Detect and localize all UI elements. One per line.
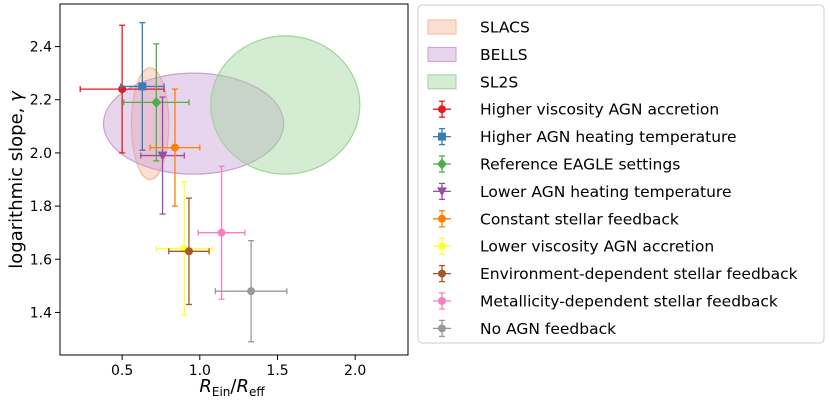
legend-label: Metallicity-dependent stellar feedback: [480, 293, 778, 311]
legend: SLACS BELLS SL2S Higher viscosity AGN accre…: [417, 4, 825, 344]
legend-marker: [438, 297, 446, 305]
legend-marker: [438, 214, 446, 223]
legend-item-higher-agn-heating-temperature: Higher AGN heating temperature: [433, 127, 737, 146]
data-marker: [157, 151, 168, 161]
y-tick-label: 2.4: [30, 40, 52, 56]
point-reference-eagle-settings: [123, 43, 190, 162]
legend-label: SL2S: [480, 73, 518, 91]
y-tick-label: 2.2: [30, 93, 52, 109]
legend-item-higher-viscosity-agn-accretion: Higher viscosity AGN accretion: [433, 100, 719, 119]
y-tick-label: 2.0: [30, 146, 52, 162]
legend-label: SLACS: [480, 19, 530, 37]
y-tick-label: 1.8: [30, 199, 52, 215]
legend-item-reference-eagle-settings: Reference EAGLE settings: [433, 155, 680, 174]
legend-swatch: [427, 74, 457, 90]
data-marker: [138, 82, 147, 91]
legend-label: Higher viscosity AGN accretion: [480, 101, 719, 119]
legend-marker: [438, 132, 446, 141]
legend-item-slacs: SLACS: [427, 19, 530, 37]
legend-marker: [437, 158, 447, 170]
point-lower-agn-heating-temperature: [140, 96, 185, 215]
legend-label: Reference EAGLE settings: [480, 156, 680, 174]
legend-item-sl2s: SL2S: [427, 73, 518, 91]
legend-label: Environment-dependent stellar feedback: [480, 265, 798, 283]
legend-marker: [438, 105, 446, 114]
legend-marker: [437, 187, 447, 197]
legend-item-lower-agn-heating-temperature: Lower AGN heating temperature: [433, 182, 731, 201]
legend-item-bells: BELLS: [427, 46, 528, 64]
x-tick-label: 1.5: [266, 363, 288, 379]
legend-label: Higher AGN heating temperature: [480, 128, 737, 146]
x-tick-label: 0.5: [111, 363, 133, 379]
x-tick-label: 2.0: [344, 363, 366, 379]
point-metallicity-dependent-stellar-feedback: [197, 165, 246, 300]
data-marker: [184, 247, 193, 256]
shaded-regions: [102, 35, 361, 181]
legend-item-environment-dependent-stellar-feedback: Environment-dependent stellar feedback: [433, 264, 798, 283]
point-lower-viscosity-agn-accretion: [155, 181, 213, 316]
legend-item-no-agn-feedback: No AGN feedback: [433, 319, 616, 338]
x-tick-label: 1.0: [189, 363, 211, 379]
axis-ticks: 0.5 1.0 1.5 2.0 1.4 1.6 1.8 2.0 2.2 2.4: [30, 40, 367, 379]
legend-item-lower-viscosity-agn-accretion: Lower viscosity AGN accretion: [433, 237, 714, 256]
legend-label: BELLS: [480, 46, 528, 64]
data-marker: [217, 228, 226, 237]
legend-label: Lower viscosity AGN accretion: [480, 238, 714, 256]
data-marker: [170, 143, 179, 152]
region-bells: [102, 72, 285, 175]
legend-swatch: [427, 19, 457, 35]
plot-frame: [59, 3, 409, 356]
data-marker: [151, 96, 162, 108]
y-tick-label: 1.4: [30, 305, 52, 321]
legend-marker: [438, 242, 446, 251]
legend-marker: [438, 324, 446, 333]
legend-frame: [417, 4, 825, 344]
y-tick-label: 1.6: [30, 252, 52, 268]
region-sl2s: [210, 35, 361, 175]
legend-item-metallicity-dependent-stellar-feedback: Metallicity-dependent stellar feedback: [433, 292, 778, 311]
legend-label: No AGN feedback: [480, 320, 616, 338]
data-marker: [247, 287, 256, 296]
x-axis-title: REin/Reff: [199, 376, 265, 399]
point-no-agn-feedback: [214, 240, 288, 343]
data-points: [79, 21, 288, 343]
y-axis-title: logarithmic slope, γ: [6, 90, 27, 269]
point-constant-stellar-feedback: [149, 88, 201, 207]
legend-label: Lower AGN heating temperature: [480, 183, 731, 201]
legend-item-constant-stellar-feedback: Constant stellar feedback: [433, 210, 679, 228]
legend-label: Constant stellar feedback: [480, 210, 679, 228]
legend-marker: [438, 269, 446, 278]
legend-swatch: [427, 46, 457, 62]
point-environment-dependent-stellar-feedback: [168, 197, 210, 306]
